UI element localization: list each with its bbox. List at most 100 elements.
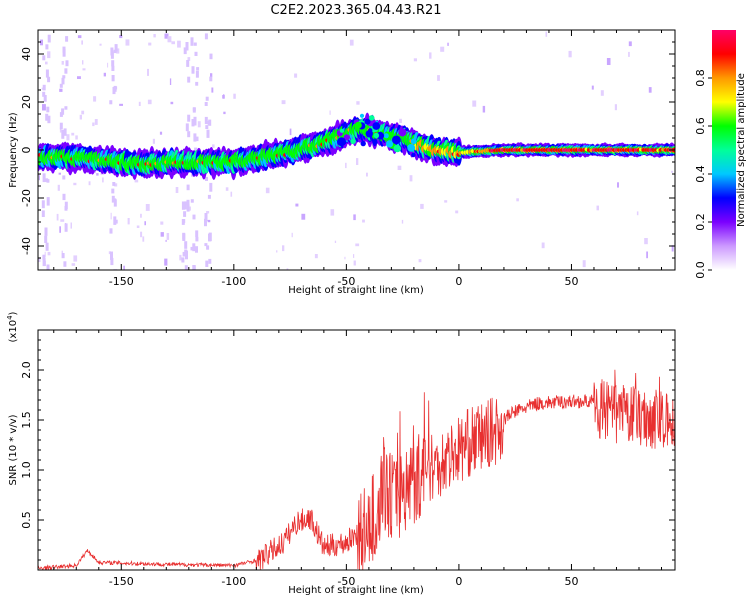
- spectrogram-speckle: [59, 88, 63, 92]
- snr-ytick-label: 1.5: [20, 411, 33, 429]
- spectrogram-speckle: [208, 119, 212, 126]
- spectrogram-speckle: [209, 76, 213, 82]
- spectrogram-speckle: [114, 183, 118, 187]
- spectrogram-speckle: [190, 246, 194, 251]
- spectrogram-speckle: [171, 41, 175, 45]
- spectrogram-speckle: [207, 194, 211, 199]
- spectrogram-speckle: [62, 75, 66, 79]
- spectrogram-speckle: [482, 105, 486, 113]
- spectrogram-speckle: [167, 36, 172, 43]
- spectrogram-speckle: [209, 53, 213, 60]
- spectrogram-speckle: [205, 260, 209, 267]
- spectrogram-ylabel: Frequency (Hz): [8, 112, 19, 188]
- spectrogram-speckle: [401, 219, 404, 224]
- spectrogram-speckle: [185, 42, 189, 51]
- spectrogram-speckle: [204, 218, 207, 227]
- spectrogram-speckle: [187, 76, 191, 83]
- spectrogram-speckle: [62, 175, 66, 180]
- spectrogram-speckle: [77, 76, 81, 79]
- spectrogram-speckle: [208, 235, 212, 241]
- spectrogram-speckle: [63, 128, 67, 136]
- spectrogram-speckle: [582, 260, 586, 268]
- spectrogram-xtick-label: -100: [221, 275, 246, 288]
- spectrogram-speckle: [184, 265, 188, 270]
- colorbar-tick-label: 0.4: [694, 165, 707, 183]
- spectrogram-speckle: [353, 254, 355, 258]
- spectrogram-xtick-label: -150: [109, 275, 134, 288]
- spectrogram-speckle: [301, 213, 306, 220]
- spectrogram-speckle: [281, 100, 286, 105]
- spectrogram-speckle: [46, 106, 50, 113]
- spectrogram-speckle: [114, 44, 118, 52]
- spectrogram-speckle: [59, 127, 62, 133]
- spectrogram-speckle: [103, 72, 106, 77]
- spectrogram-blob: [383, 133, 389, 139]
- spectrogram-speckle: [314, 254, 318, 259]
- spectrogram-speckle: [75, 135, 78, 140]
- spectrogram-speckle: [160, 221, 164, 225]
- spectrogram-speckle: [42, 91, 46, 97]
- spectrogram-speckle: [61, 253, 65, 259]
- spectrogram-speckle: [99, 43, 102, 46]
- spectrogram-speckle: [119, 103, 123, 106]
- spectrogram-speckle: [71, 132, 75, 136]
- spectrogram-blob: [359, 113, 365, 118]
- spectrogram-speckle: [182, 251, 186, 257]
- spectrogram-speckle: [38, 174, 40, 181]
- spectrogram-speckle: [545, 31, 548, 37]
- spectrogram-speckle: [96, 173, 99, 176]
- spectrogram-speckle: [46, 197, 50, 206]
- spectrogram-speckle: [205, 176, 208, 181]
- spectrogram-speckle: [94, 119, 98, 125]
- snr-xtick-label: -150: [109, 575, 134, 588]
- spectrogram-speckle: [42, 173, 46, 183]
- spectrogram-speckle: [429, 52, 432, 59]
- spectrogram-speckle: [330, 209, 335, 216]
- colorbar-tick-label: 0.0: [694, 261, 707, 279]
- spectrogram-speckle: [282, 245, 285, 252]
- spectrogram-speckle: [187, 114, 191, 122]
- spectrogram-speckle: [110, 212, 112, 220]
- spectrogram-speckle: [47, 34, 51, 43]
- spectrogram-speckle: [45, 113, 49, 121]
- spectrogram-speckle: [110, 47, 114, 56]
- spectrogram-speckle: [420, 203, 424, 209]
- spectrogram-speckle: [195, 236, 199, 242]
- spectrogram-speckle: [366, 172, 368, 177]
- spectrogram-speckle: [644, 238, 648, 245]
- spectrogram-speckle: [71, 263, 76, 266]
- spectrogram-speckle: [40, 39, 43, 46]
- spectrogram-speckle: [186, 184, 190, 191]
- spectrogram-speckle: [206, 245, 210, 250]
- spectrogram-blob: [360, 140, 366, 147]
- spectrogram-speckle: [206, 211, 210, 214]
- spectrogram-speckle: [182, 232, 186, 240]
- spectrogram-speckle: [437, 75, 440, 81]
- spectrogram-speckle: [230, 191, 233, 197]
- spectrogram-speckle: [276, 250, 278, 253]
- spectrogram-speckle: [44, 227, 48, 236]
- spectrogram-speckle: [58, 172, 61, 175]
- colorbar-tick-label: 0.8: [694, 69, 707, 87]
- snr-ylabel: SNR (10 * v/v): [8, 414, 19, 485]
- spectrogram-blob: [337, 137, 346, 147]
- spectrogram-speckle: [109, 228, 113, 234]
- spectrogram-speckle: [183, 201, 187, 210]
- spectrogram-ytick-label: 0: [20, 147, 33, 154]
- spectrogram-speckle: [210, 73, 213, 78]
- spectrogram-speckle: [127, 218, 130, 225]
- spectrogram-xlabel: Height of straight line (km): [288, 285, 424, 296]
- spectrogram-speckle: [447, 42, 449, 46]
- spectrogram-speckle: [209, 182, 213, 192]
- spectrogram-speckle: [349, 39, 354, 46]
- spectrogram-blob: [407, 144, 416, 152]
- spectrogram-speckle: [614, 104, 617, 111]
- spectrogram-speckle: [92, 122, 95, 127]
- spectrogram-speckle: [212, 144, 215, 148]
- spectrogram-speckle: [45, 61, 48, 65]
- spectrogram-blob: [368, 128, 373, 133]
- spectrogram-speckle: [344, 256, 346, 260]
- spectrogram-speckle: [148, 42, 152, 46]
- spectrogram-speckle: [286, 268, 289, 270]
- spectrogram-speckle: [184, 241, 188, 249]
